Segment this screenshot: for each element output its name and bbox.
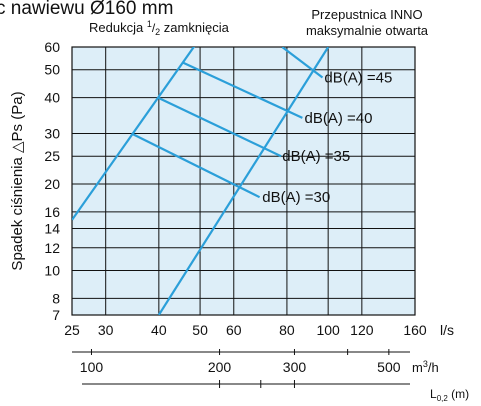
y-tick-label-60: 60	[44, 39, 60, 55]
y-axis-label: Spadek ciśnienia △Ps (Pa)	[9, 91, 26, 270]
series-line-3	[157, 96, 282, 158]
y-tick-label-7: 7	[52, 307, 60, 323]
series-lines	[72, 47, 330, 315]
y-tick-label-16: 16	[44, 204, 60, 220]
series-line-4	[182, 61, 303, 119]
series-line-1	[157, 47, 330, 315]
x-tick-label-40: 40	[151, 322, 167, 338]
db-labels: dB(A) =30 dB(A) =35 dB(A) =40 dB(A) =45	[262, 69, 392, 206]
y-tick-label-8: 8	[52, 290, 60, 306]
series-line-5	[281, 47, 324, 79]
y-tick-label-30: 30	[44, 125, 60, 141]
x-tick-labels: 25 30 40 50 60 80 100 120 160	[64, 322, 427, 338]
x3-unit-label: L0,2 (m)	[430, 387, 469, 403]
db-label-3: dB(A) =45	[324, 69, 392, 86]
x-tick-label-50: 50	[192, 322, 208, 338]
axis-m3h-label-500: 500	[377, 359, 401, 375]
y-tick-label-40: 40	[44, 90, 60, 106]
axis-m3h: 100 200 300 500	[72, 349, 410, 375]
x-tick-label-160: 160	[403, 322, 427, 338]
annotation-left: Redukcja 1/2 zamknięcia	[89, 19, 230, 37]
axis-m3h-label-100: 100	[80, 359, 104, 375]
db-label-1: dB(A) =35	[282, 148, 350, 165]
y-tick-label-14: 14	[44, 221, 60, 237]
x-tick-label-30: 30	[98, 322, 114, 338]
x-unit-label: l/s	[440, 322, 454, 338]
annotation-right-line1: Przepustnica INNO	[311, 7, 422, 22]
x-tick-label-100: 100	[316, 322, 340, 338]
axis-m3h-label-300: 300	[283, 359, 307, 375]
x-tick-label-120: 120	[350, 322, 374, 338]
db-label-0: dB(A) =30	[262, 189, 330, 206]
annotation-right-line2: maksymalnie otwarta	[306, 23, 429, 38]
x-tick-label-25: 25	[64, 322, 80, 338]
y-tick-label-50: 50	[44, 62, 60, 78]
y-tick-label-12: 12	[44, 240, 60, 256]
x-tick-label-80: 80	[279, 322, 295, 338]
axis-m3h-label-200: 200	[208, 359, 232, 375]
top-text: c nawiewu Ø160 mm	[0, 0, 173, 19]
y-tick-label-25: 25	[44, 148, 60, 164]
series-line-0	[72, 47, 196, 221]
y-tick-label-10: 10	[44, 263, 60, 279]
x-tick-label-60: 60	[226, 322, 242, 338]
grid	[72, 47, 415, 315]
series-line-2	[131, 132, 261, 199]
db-label-2: dB(A) =40	[305, 110, 373, 127]
axis-l02	[82, 380, 410, 388]
y-tick-label-20: 20	[44, 176, 60, 192]
x2-unit-label: m3/h	[412, 359, 439, 375]
